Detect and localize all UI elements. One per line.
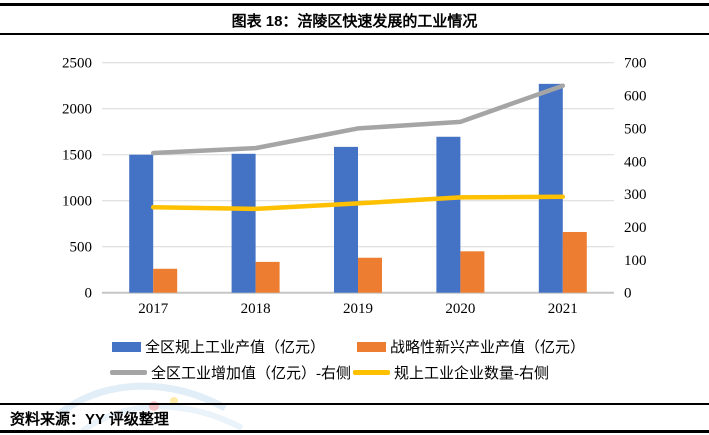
bar-2019-s1 xyxy=(358,257,382,293)
right-axis-tick: 100 xyxy=(624,253,647,269)
right-axis-tick: 600 xyxy=(624,89,647,105)
bar-2021-s0 xyxy=(538,83,563,293)
x-axis-label: 2018 xyxy=(241,301,271,317)
left-axis-tick: 1500 xyxy=(62,148,92,164)
bar-2020-s0 xyxy=(436,136,461,293)
top-border-line xyxy=(0,3,709,6)
right-axis-tick: 0 xyxy=(624,286,632,302)
bar-2020-s1 xyxy=(460,251,485,293)
bottom-border-line xyxy=(0,430,709,433)
left-axis-tick: 2000 xyxy=(62,102,92,118)
bar-2021-s1 xyxy=(562,231,587,293)
bar-2018-s0 xyxy=(231,153,256,293)
left-axis-tick: 0 xyxy=(85,286,93,302)
title-underline xyxy=(0,33,709,35)
data-source-note: 资料来源：YY 评级整理 xyxy=(10,411,169,428)
left-axis-tick: 1000 xyxy=(62,194,92,210)
right-axis-tick: 200 xyxy=(624,220,647,236)
x-axis-label: 2021 xyxy=(548,301,578,317)
watermark-arc xyxy=(80,403,244,434)
x-axis-label: 2017 xyxy=(138,301,169,317)
left-axis-tick: 2500 xyxy=(62,56,92,72)
bar-2017-s0 xyxy=(129,154,154,293)
footer-top-line xyxy=(0,403,709,405)
right-axis-tick: 300 xyxy=(624,187,647,203)
x-axis-label: 2019 xyxy=(343,301,373,317)
chart-title: 图表 18：涪陵区快速发展的工业情况 xyxy=(231,13,478,30)
line-series xyxy=(150,194,566,212)
watermark-arc xyxy=(57,382,227,416)
right-axis-tick: 700 xyxy=(624,56,647,72)
left-axis-tick: 500 xyxy=(70,240,93,256)
bar-2018-s1 xyxy=(255,261,280,293)
x-axis-label: 2020 xyxy=(445,301,475,317)
bar-2019-s0 xyxy=(334,146,358,293)
right-axis-tick: 400 xyxy=(624,154,647,170)
bar-2017-s1 xyxy=(153,268,178,293)
right-axis-tick: 500 xyxy=(624,121,647,137)
line-series xyxy=(150,83,566,156)
